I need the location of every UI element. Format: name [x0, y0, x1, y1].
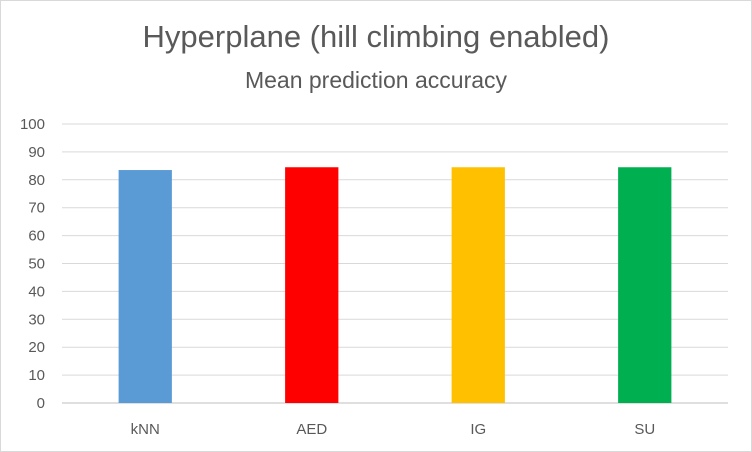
- x-tick-label-su: SU: [634, 421, 655, 438]
- x-tick-label-aed: AED: [296, 421, 327, 438]
- bar-su: [618, 167, 672, 403]
- y-tick-label: 80: [28, 172, 45, 189]
- y-tick-label: 90: [28, 144, 45, 161]
- y-tick-label: 10: [28, 367, 45, 384]
- bar-aed: [285, 167, 339, 403]
- bar-ig: [451, 167, 505, 403]
- y-tick-label: 0: [37, 395, 45, 412]
- gridlines: [62, 123, 728, 404]
- y-axis-ticks: 0 10 20 30 40 50 60 70 80 90 100: [20, 116, 45, 412]
- y-tick-label: 30: [28, 311, 45, 328]
- y-tick-label: 60: [28, 228, 45, 245]
- x-tick-label-ig: IG: [470, 421, 486, 438]
- y-tick-label: 50: [28, 256, 45, 273]
- chart-subtitle: Mean prediction accuracy: [244, 67, 508, 93]
- x-tick-label-knn: kNN: [131, 421, 160, 438]
- y-tick-label: 100: [20, 116, 45, 133]
- y-tick-label: 40: [28, 283, 45, 300]
- y-tick-label: 20: [28, 339, 45, 356]
- chart-title: Hyperplane (hill climbing enabled): [142, 19, 610, 54]
- x-axis-labels: kNN AED IG SU: [131, 421, 656, 438]
- bar-knn: [118, 170, 172, 403]
- y-tick-label: 70: [28, 200, 45, 217]
- bars: [118, 167, 672, 403]
